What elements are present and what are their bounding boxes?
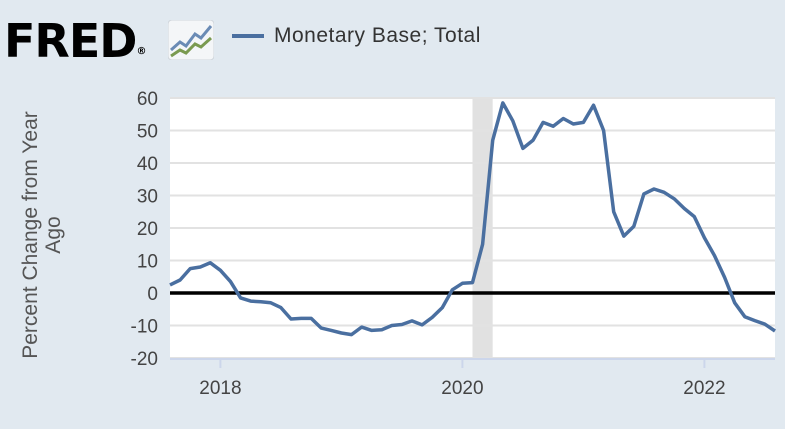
legend-swatch (232, 34, 264, 38)
legend-label: Monetary Base; Total (274, 24, 481, 47)
x-tick-label: 2020 (441, 378, 483, 399)
y-tick-label: 10 (137, 252, 158, 273)
y-tick-label: 60 (137, 89, 158, 110)
legend: Monetary Base; Total (232, 24, 481, 48)
y-tick-label: 20 (137, 219, 158, 240)
y-tick-label: 30 (137, 187, 158, 208)
y-tick-label: -10 (131, 317, 158, 338)
graph-icon (168, 20, 214, 60)
x-tick-label: 2018 (199, 378, 241, 399)
y-tick-label: 0 (147, 284, 158, 305)
registered-mark: ® (136, 46, 146, 57)
fred-logo[interactable]: FRED® (4, 14, 146, 68)
logo-text: FRED (4, 14, 137, 68)
y-tick-label: 40 (137, 154, 158, 175)
x-tick-label: 2022 (683, 378, 725, 399)
y-tick-label: 50 (137, 122, 158, 143)
y-tick-label: -20 (131, 349, 158, 370)
